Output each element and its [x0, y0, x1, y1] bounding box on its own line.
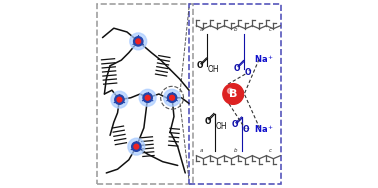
- Text: b: b: [233, 149, 237, 153]
- Circle shape: [164, 89, 181, 106]
- Text: OH: OH: [215, 122, 227, 131]
- Circle shape: [117, 97, 122, 102]
- Circle shape: [145, 95, 150, 100]
- Text: Na$^+$: Na$^+$: [254, 123, 274, 135]
- Text: Na$^+$: Na$^+$: [254, 53, 274, 65]
- Text: c: c: [268, 27, 271, 32]
- Circle shape: [143, 93, 152, 102]
- Circle shape: [134, 144, 139, 149]
- Text: $^-$: $^-$: [245, 127, 252, 132]
- Circle shape: [167, 93, 177, 102]
- Circle shape: [130, 33, 147, 50]
- Text: c: c: [268, 149, 271, 153]
- Text: O: O: [232, 120, 239, 129]
- Circle shape: [111, 91, 128, 108]
- Circle shape: [170, 95, 175, 100]
- Text: b: b: [233, 27, 237, 32]
- Text: OH: OH: [208, 65, 219, 74]
- Text: O: O: [245, 68, 251, 77]
- FancyBboxPatch shape: [190, 5, 280, 183]
- Circle shape: [132, 142, 141, 151]
- Text: B: B: [229, 89, 237, 99]
- Circle shape: [139, 89, 156, 106]
- Circle shape: [133, 37, 143, 46]
- Text: O: O: [243, 125, 249, 134]
- Circle shape: [228, 88, 233, 93]
- Text: O: O: [204, 117, 211, 126]
- Text: a: a: [200, 149, 204, 153]
- Text: O: O: [197, 61, 203, 70]
- Text: a: a: [200, 27, 204, 32]
- Circle shape: [115, 95, 124, 104]
- Circle shape: [223, 84, 243, 104]
- Circle shape: [128, 138, 145, 155]
- Text: O: O: [234, 64, 240, 73]
- Text: $^-$: $^-$: [247, 69, 253, 74]
- Circle shape: [136, 39, 141, 44]
